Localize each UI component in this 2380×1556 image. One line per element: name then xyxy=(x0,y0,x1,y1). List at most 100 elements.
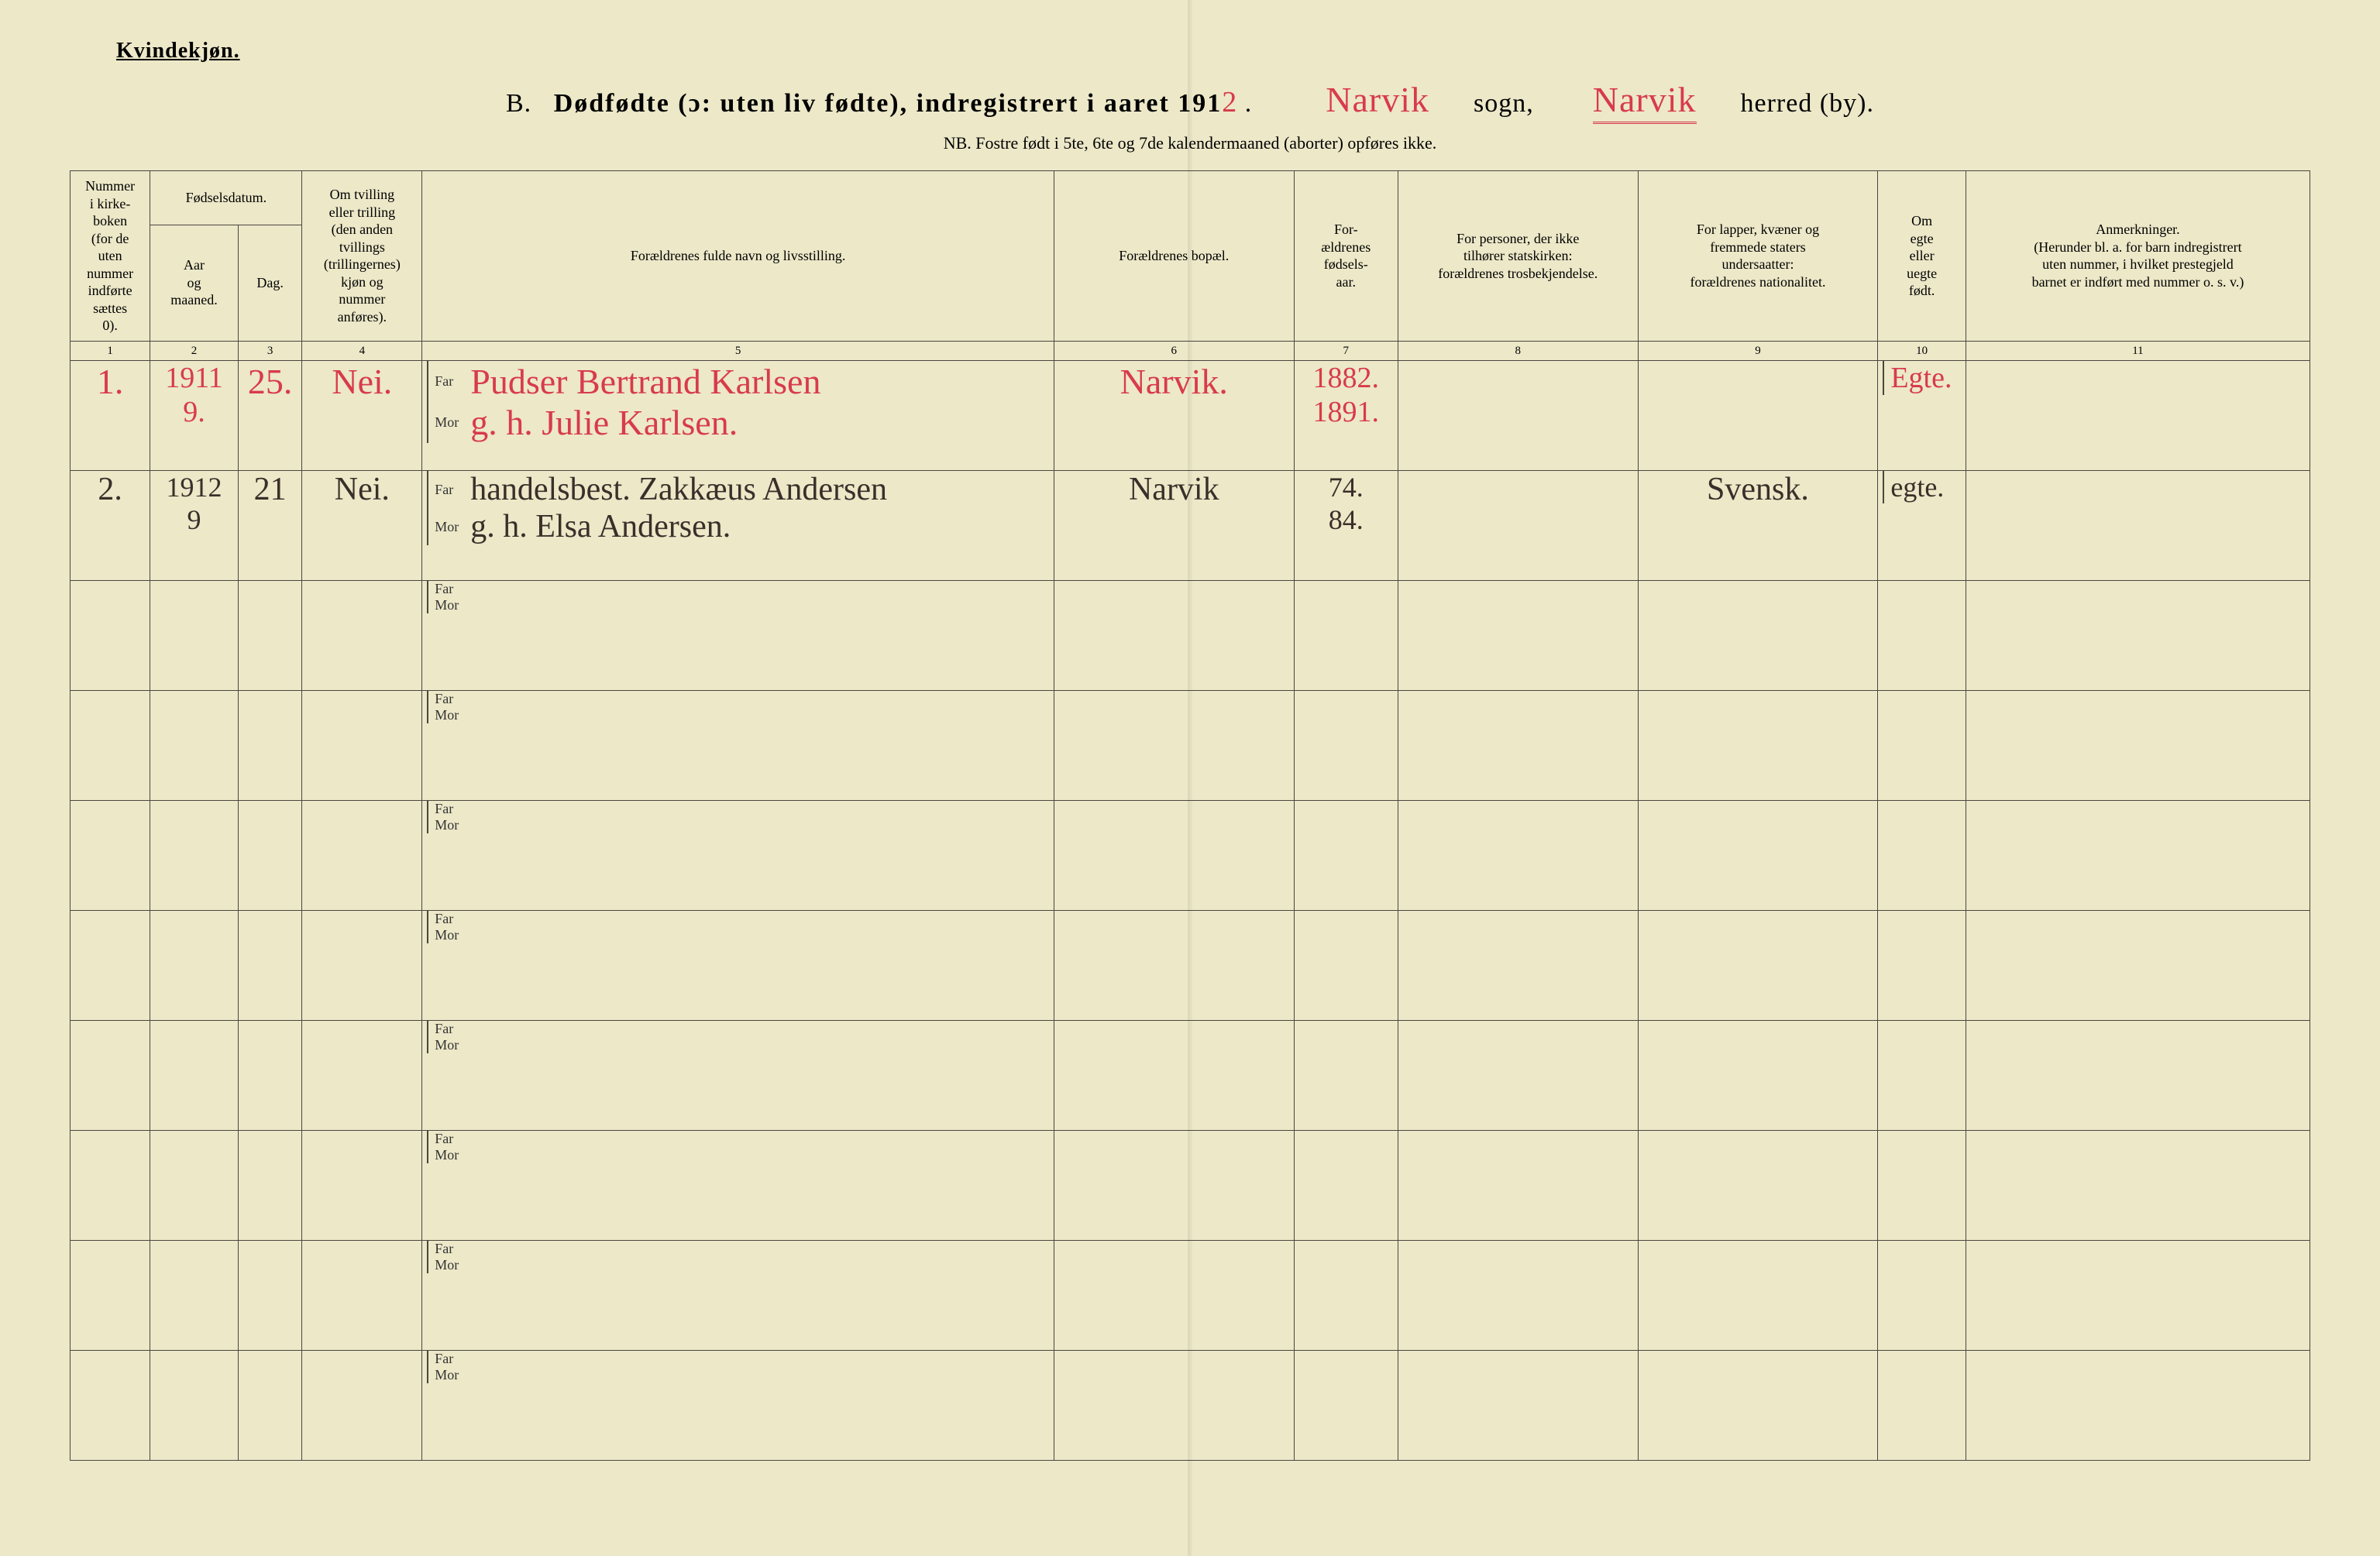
table-row: 2.1912921Nei.Farhandelsbest. Zakkæus And… xyxy=(71,471,2310,581)
col-header-4: Om tvilling eller trilling (den anden tv… xyxy=(302,171,422,342)
sogn-value: Narvik xyxy=(1326,79,1429,120)
remarks-cell xyxy=(1966,471,2309,581)
mor-label: Mor xyxy=(435,1147,470,1163)
entry-number-cell: 2. xyxy=(71,471,150,581)
table-row: FarMor xyxy=(71,1131,2310,1241)
year-month-cell xyxy=(150,1241,239,1351)
legitimacy-value: Egte. xyxy=(1890,361,1952,395)
colnum-7: 7 xyxy=(1294,341,1398,361)
residence-cell xyxy=(1054,691,1294,801)
colnum-4: 4 xyxy=(302,341,422,361)
religion-cell xyxy=(1398,581,1638,691)
entry-number-cell xyxy=(71,1241,150,1351)
year-month-cell xyxy=(150,1131,239,1241)
year-month-cell xyxy=(150,581,239,691)
year-month-top: 1911 xyxy=(165,361,223,395)
nationality-cell xyxy=(1638,1021,1878,1131)
twin-cell xyxy=(302,1241,422,1351)
year-month-cell: 19129 xyxy=(150,471,239,581)
religion-cell xyxy=(1398,801,1638,911)
parent-birth-year-cell xyxy=(1294,691,1398,801)
mor-label: Mor xyxy=(435,1367,470,1383)
sogn-label: sogn, xyxy=(1474,89,1534,118)
gender-heading: Kvindekjøn. xyxy=(116,39,2310,64)
nationality-cell xyxy=(1638,1351,1878,1461)
parents-cell: Farhandelsbest. Zakkæus AndersenMorg. h.… xyxy=(422,471,1054,581)
nationality-cell: Svensk. xyxy=(1638,471,1878,581)
twin-value: Nei. xyxy=(332,361,392,402)
mor-label: Mor xyxy=(435,817,470,833)
parents-cell: FarMor xyxy=(422,801,1054,911)
day-cell xyxy=(238,911,302,1021)
day-cell: 25. xyxy=(238,361,302,471)
remarks-cell xyxy=(1966,361,2309,471)
parents-cell: FarMor xyxy=(422,1021,1054,1131)
residence-cell: Narvik. xyxy=(1054,361,1294,471)
col-header-5: Forældrenes fulde navn og livsstilling. xyxy=(422,171,1054,342)
legitimacy-cell xyxy=(1878,801,1966,911)
residence-cell xyxy=(1054,911,1294,1021)
far-label: Far xyxy=(435,482,470,498)
parent-birth-year-cell xyxy=(1294,1351,1398,1461)
title-main: Dødfødte (ɔ: uten liv fødte), indregistr… xyxy=(554,89,1223,118)
col-header-9: For lapper, kvæner og fremmede staters u… xyxy=(1638,171,1878,342)
parents-cell: FarMor xyxy=(422,691,1054,801)
remarks-cell xyxy=(1966,1351,2309,1461)
legitimacy-cell xyxy=(1878,1021,1966,1131)
mor-label: Mor xyxy=(435,1257,470,1273)
year-month-cell: 19119. xyxy=(150,361,239,471)
legitimacy-cell: egte. xyxy=(1878,471,1966,581)
col-header-11: Anmerkninger. (Herunder bl. a. for barn … xyxy=(1966,171,2309,342)
col-header-10: Om egte eller uegte født. xyxy=(1878,171,1966,342)
residence-cell xyxy=(1054,801,1294,911)
twin-cell xyxy=(302,1021,422,1131)
table-row: 1.19119.25.Nei.FarPudser Bertrand Karlse… xyxy=(71,361,2310,471)
religion-cell xyxy=(1398,471,1638,581)
twin-value: Nei. xyxy=(335,471,390,508)
table-row: FarMor xyxy=(71,1021,2310,1131)
parent-birth-year-cell xyxy=(1294,1241,1398,1351)
twin-cell xyxy=(302,801,422,911)
colnum-6: 6 xyxy=(1054,341,1294,361)
parents-cell: FarMor xyxy=(422,1351,1054,1461)
legitimacy-cell xyxy=(1878,911,1966,1021)
year-month-cell xyxy=(150,1351,239,1461)
twin-cell xyxy=(302,581,422,691)
parent-birth-year-cell xyxy=(1294,1021,1398,1131)
remarks-cell xyxy=(1966,801,2309,911)
legitimacy-cell xyxy=(1878,581,1966,691)
legitimacy-cell xyxy=(1878,691,1966,801)
twin-cell xyxy=(302,691,422,801)
religion-cell xyxy=(1398,361,1638,471)
col-header-2a: Aar og maaned. xyxy=(150,225,239,341)
parent-birth-year-cell: 1882.1891. xyxy=(1294,361,1398,471)
year-month-cell xyxy=(150,801,239,911)
nationality-cell xyxy=(1638,911,1878,1021)
residence-value: Narvik xyxy=(1129,471,1219,508)
table-row: FarMor xyxy=(71,1241,2310,1351)
far-label: Far xyxy=(435,1021,470,1037)
mor-label: Mor xyxy=(435,927,470,943)
day-value: 25. xyxy=(248,361,293,402)
far-label: Far xyxy=(435,801,470,817)
parent-birth-year-cell: 74.84. xyxy=(1294,471,1398,581)
residence-value: Narvik. xyxy=(1120,361,1228,402)
col-header-1: Nummer i kirke- boken (for de uten numme… xyxy=(71,171,150,342)
day-cell xyxy=(238,581,302,691)
title-line: B. Dødfødte (ɔ: uten liv fødte), indregi… xyxy=(70,79,2310,124)
colnum-5: 5 xyxy=(422,341,1054,361)
entry-number-cell xyxy=(71,1021,150,1131)
day-cell xyxy=(238,691,302,801)
table-row: FarMor xyxy=(71,1351,2310,1461)
nationality-cell xyxy=(1638,361,1878,471)
col-header-7: For- ældrenes fødsels- aar. xyxy=(1294,171,1398,342)
remarks-cell xyxy=(1966,911,2309,1021)
parent-birth-year-cell xyxy=(1294,801,1398,911)
religion-cell xyxy=(1398,1131,1638,1241)
legitimacy-cell xyxy=(1878,1241,1966,1351)
remarks-cell xyxy=(1966,1241,2309,1351)
mor-label: Mor xyxy=(435,597,470,613)
parent-birth-year-top: 1882. xyxy=(1313,361,1380,395)
year-month-cell xyxy=(150,691,239,801)
legitimacy-cell xyxy=(1878,1351,1966,1461)
